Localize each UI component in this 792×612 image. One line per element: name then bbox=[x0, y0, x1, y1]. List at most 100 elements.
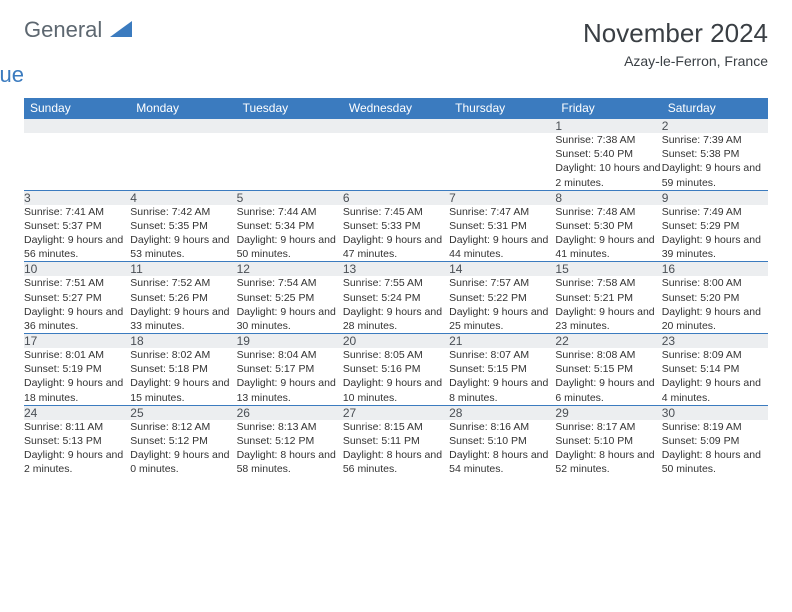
week-daynum-row: 17181920212223 bbox=[24, 334, 768, 349]
day-number-cell: 12 bbox=[237, 262, 343, 277]
day-data-cell bbox=[449, 133, 555, 190]
day-data-cell: Sunrise: 8:12 AMSunset: 5:12 PMDaylight:… bbox=[130, 420, 236, 477]
week-data-row: Sunrise: 8:01 AMSunset: 5:19 PMDaylight:… bbox=[24, 348, 768, 405]
sunrise-text: Sunrise: 8:17 AM bbox=[555, 420, 661, 434]
day-data-cell bbox=[24, 133, 130, 190]
daylight-text: Daylight: 8 hours and 50 minutes. bbox=[662, 448, 768, 476]
col-monday: Monday bbox=[130, 98, 236, 119]
sunrise-text: Sunrise: 8:09 AM bbox=[662, 348, 768, 362]
sunset-text: Sunset: 5:37 PM bbox=[24, 219, 130, 233]
day-data-cell: Sunrise: 7:45 AMSunset: 5:33 PMDaylight:… bbox=[343, 205, 449, 262]
day-number-cell bbox=[237, 119, 343, 134]
sunset-text: Sunset: 5:10 PM bbox=[449, 434, 555, 448]
header: General Blue November 2024 Azay-le-Ferro… bbox=[24, 18, 768, 86]
daylight-text: Daylight: 9 hours and 10 minutes. bbox=[343, 376, 449, 404]
daylight-text: Daylight: 9 hours and 18 minutes. bbox=[24, 376, 130, 404]
daylight-text: Daylight: 8 hours and 54 minutes. bbox=[449, 448, 555, 476]
daylight-text: Daylight: 9 hours and 8 minutes. bbox=[449, 376, 555, 404]
daylight-text: Daylight: 9 hours and 33 minutes. bbox=[130, 305, 236, 333]
sunset-text: Sunset: 5:21 PM bbox=[555, 291, 661, 305]
sunset-text: Sunset: 5:34 PM bbox=[237, 219, 343, 233]
day-number-cell bbox=[130, 119, 236, 134]
sunrise-text: Sunrise: 7:49 AM bbox=[662, 205, 768, 219]
daylight-text: Daylight: 9 hours and 28 minutes. bbox=[343, 305, 449, 333]
day-data-cell: Sunrise: 8:09 AMSunset: 5:14 PMDaylight:… bbox=[662, 348, 768, 405]
daylight-text: Daylight: 9 hours and 25 minutes. bbox=[449, 305, 555, 333]
sunset-text: Sunset: 5:30 PM bbox=[555, 219, 661, 233]
week-data-row: Sunrise: 7:38 AMSunset: 5:40 PMDaylight:… bbox=[24, 133, 768, 190]
sunset-text: Sunset: 5:15 PM bbox=[555, 362, 661, 376]
day-data-cell: Sunrise: 8:15 AMSunset: 5:11 PMDaylight:… bbox=[343, 420, 449, 477]
location: Azay-le-Ferron, France bbox=[583, 53, 768, 69]
daylight-text: Daylight: 8 hours and 56 minutes. bbox=[343, 448, 449, 476]
sunset-text: Sunset: 5:16 PM bbox=[343, 362, 449, 376]
sunset-text: Sunset: 5:26 PM bbox=[130, 291, 236, 305]
calendar-body: 12Sunrise: 7:38 AMSunset: 5:40 PMDayligh… bbox=[24, 119, 768, 477]
day-number-cell bbox=[24, 119, 130, 134]
daylight-text: Daylight: 8 hours and 58 minutes. bbox=[237, 448, 343, 476]
sunrise-text: Sunrise: 8:12 AM bbox=[130, 420, 236, 434]
day-data-cell: Sunrise: 8:13 AMSunset: 5:12 PMDaylight:… bbox=[237, 420, 343, 477]
daylight-text: Daylight: 9 hours and 53 minutes. bbox=[130, 233, 236, 261]
week-data-row: Sunrise: 7:51 AMSunset: 5:27 PMDaylight:… bbox=[24, 276, 768, 333]
week-daynum-row: 12 bbox=[24, 119, 768, 134]
sunrise-text: Sunrise: 8:11 AM bbox=[24, 420, 130, 434]
daylight-text: Daylight: 9 hours and 13 minutes. bbox=[237, 376, 343, 404]
sunrise-text: Sunrise: 7:38 AM bbox=[555, 133, 661, 147]
day-data-cell bbox=[237, 133, 343, 190]
day-data-cell: Sunrise: 8:04 AMSunset: 5:17 PMDaylight:… bbox=[237, 348, 343, 405]
day-data-cell: Sunrise: 7:55 AMSunset: 5:24 PMDaylight:… bbox=[343, 276, 449, 333]
daylight-text: Daylight: 9 hours and 2 minutes. bbox=[24, 448, 130, 476]
sunrise-text: Sunrise: 7:52 AM bbox=[130, 276, 236, 290]
day-number-cell: 10 bbox=[24, 262, 130, 277]
day-data-cell: Sunrise: 7:49 AMSunset: 5:29 PMDaylight:… bbox=[662, 205, 768, 262]
col-saturday: Saturday bbox=[662, 98, 768, 119]
day-number-cell: 26 bbox=[237, 405, 343, 420]
day-number-cell: 20 bbox=[343, 334, 449, 349]
week-data-row: Sunrise: 7:41 AMSunset: 5:37 PMDaylight:… bbox=[24, 205, 768, 262]
day-data-cell: Sunrise: 7:41 AMSunset: 5:37 PMDaylight:… bbox=[24, 205, 130, 262]
day-number-cell: 16 bbox=[662, 262, 768, 277]
sunset-text: Sunset: 5:15 PM bbox=[449, 362, 555, 376]
week-data-row: Sunrise: 8:11 AMSunset: 5:13 PMDaylight:… bbox=[24, 420, 768, 477]
sunrise-text: Sunrise: 8:07 AM bbox=[449, 348, 555, 362]
day-number-cell: 2 bbox=[662, 119, 768, 134]
day-number-cell: 11 bbox=[130, 262, 236, 277]
title-block: November 2024 Azay-le-Ferron, France bbox=[583, 18, 768, 69]
sunrise-text: Sunrise: 7:51 AM bbox=[24, 276, 130, 290]
sunset-text: Sunset: 5:19 PM bbox=[24, 362, 130, 376]
sunset-text: Sunset: 5:31 PM bbox=[449, 219, 555, 233]
sunrise-text: Sunrise: 8:02 AM bbox=[130, 348, 236, 362]
sunset-text: Sunset: 5:14 PM bbox=[662, 362, 768, 376]
sunrise-text: Sunrise: 7:41 AM bbox=[24, 205, 130, 219]
day-data-cell: Sunrise: 8:05 AMSunset: 5:16 PMDaylight:… bbox=[343, 348, 449, 405]
day-number-cell bbox=[449, 119, 555, 134]
sunrise-text: Sunrise: 7:54 AM bbox=[237, 276, 343, 290]
sunrise-text: Sunrise: 7:55 AM bbox=[343, 276, 449, 290]
sunrise-text: Sunrise: 8:08 AM bbox=[555, 348, 661, 362]
month-title: November 2024 bbox=[583, 18, 768, 49]
sunset-text: Sunset: 5:12 PM bbox=[237, 434, 343, 448]
sunrise-text: Sunrise: 7:58 AM bbox=[555, 276, 661, 290]
sunset-text: Sunset: 5:12 PM bbox=[130, 434, 236, 448]
week-daynum-row: 3456789 bbox=[24, 190, 768, 205]
daylight-text: Daylight: 9 hours and 0 minutes. bbox=[130, 448, 236, 476]
sunset-text: Sunset: 5:27 PM bbox=[24, 291, 130, 305]
sunset-text: Sunset: 5:09 PM bbox=[662, 434, 768, 448]
sunset-text: Sunset: 5:24 PM bbox=[343, 291, 449, 305]
day-number-cell: 13 bbox=[343, 262, 449, 277]
daylight-text: Daylight: 9 hours and 47 minutes. bbox=[343, 233, 449, 261]
day-number-cell: 5 bbox=[237, 190, 343, 205]
daylight-text: Daylight: 9 hours and 56 minutes. bbox=[24, 233, 130, 261]
col-wednesday: Wednesday bbox=[343, 98, 449, 119]
col-friday: Friday bbox=[555, 98, 661, 119]
day-number-cell: 4 bbox=[130, 190, 236, 205]
calendar-page: General Blue November 2024 Azay-le-Ferro… bbox=[0, 0, 792, 488]
daylight-text: Daylight: 9 hours and 36 minutes. bbox=[24, 305, 130, 333]
day-data-cell: Sunrise: 7:58 AMSunset: 5:21 PMDaylight:… bbox=[555, 276, 661, 333]
sunset-text: Sunset: 5:18 PM bbox=[130, 362, 236, 376]
calendar-table: Sunday Monday Tuesday Wednesday Thursday… bbox=[24, 98, 768, 476]
sunrise-text: Sunrise: 7:42 AM bbox=[130, 205, 236, 219]
col-tuesday: Tuesday bbox=[237, 98, 343, 119]
sunrise-text: Sunrise: 8:15 AM bbox=[343, 420, 449, 434]
